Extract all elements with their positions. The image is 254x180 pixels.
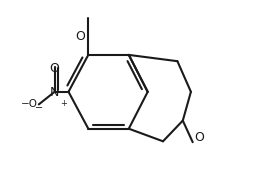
Text: N: N xyxy=(50,86,59,99)
Text: O: O xyxy=(195,131,204,144)
Text: −O: −O xyxy=(21,99,38,109)
Text: O: O xyxy=(49,62,59,75)
Text: O: O xyxy=(76,30,86,43)
Text: −: − xyxy=(35,103,43,113)
Text: +: + xyxy=(60,99,67,108)
